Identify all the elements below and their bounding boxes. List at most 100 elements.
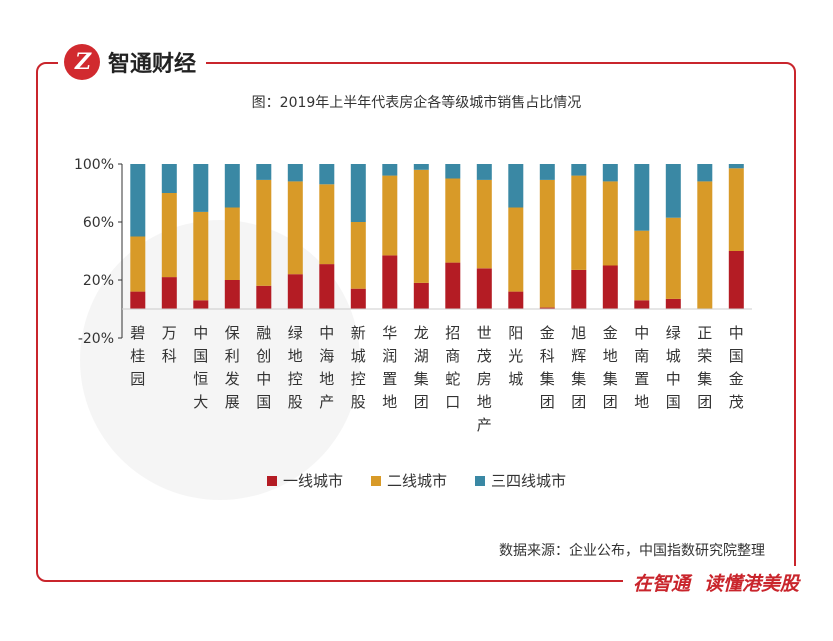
legend-swatch-tier2 [370,475,381,486]
bar-segment-tier2 [287,181,303,275]
bar-segment-tier34 [193,164,209,212]
x-category-label: 招商蛇口 [445,324,460,411]
slogan-part1: 在智通 [632,572,690,595]
chart-title: 图：2019年上半年代表房企各等级城市销售占比情况 [251,95,582,111]
x-category-label: 保利发展 [225,324,240,411]
y-tick-label: 20% [83,273,114,289]
bar-segment-tier1 [602,265,618,309]
bar-segment-tier1 [508,291,524,309]
legend-swatch-tier1 [266,475,277,486]
x-category-label: 金科集团 [540,324,555,411]
x-category-label: 龙湖集团 [414,324,429,411]
x-category-label: 正荣集团 [697,324,712,411]
bar-segment-tier2 [224,207,240,280]
bar-segment-tier1 [413,282,429,309]
chart-legend: 一线城市 二线城市 三四线城市 [0,470,833,491]
bar-segment-tier2 [350,222,366,289]
x-category-label: 新城控股 [351,324,366,411]
legend-label-tier34: 三四线城市 [491,472,567,490]
bar-segment-tier34 [161,164,177,193]
slogan: 在智通 读懂港美股 [622,566,809,598]
y-tick-label: 60% [83,215,114,231]
bar-segment-tier2 [728,168,744,251]
x-category-label: 中南置地 [634,324,649,411]
bar-segment-tier1 [287,274,303,309]
x-category-label: 中海地产 [319,324,334,411]
x-category-label: 中国金茂 [729,324,744,411]
bar-segment-tier1 [634,300,650,309]
bar-segment-tier1 [319,264,335,309]
bar-segment-tier2 [634,230,650,301]
bar-segment-tier2 [602,181,618,266]
x-category-label: 融创中国 [256,324,271,411]
data-source-note: 数据来源：企业公布，中国指数研究院整理 [499,543,765,559]
bar-segment-tier34 [445,164,461,179]
bar-segment-tier1 [728,251,744,309]
slogan-part2: 读懂港美股 [703,572,799,595]
x-category-label: 阳光城 [508,324,523,388]
bar-segment-tier2 [319,184,335,265]
bar-segment-tier34 [413,164,429,170]
y-tick-label: -20% [78,331,114,347]
legend-item-tier2: 二线城市 [370,470,447,491]
x-category-label: 绿地控股 [288,324,303,411]
bar-segment-tier1 [161,277,177,309]
brand-name: 智通财经 [108,52,197,77]
x-category-label: 万科 [162,324,177,365]
bar-segment-tier2 [382,175,398,256]
bar-segment-tier1 [382,255,398,309]
bar-segment-tier2 [665,217,681,299]
bar-segment-tier1 [539,307,555,309]
bar-segment-tier2 [130,236,146,292]
bar-segment-tier34 [476,164,492,180]
legend-item-tier1: 一线城市 [266,470,343,491]
bar-segment-tier2 [476,179,492,269]
x-category-label: 金地集团 [603,324,618,411]
bar-segment-tier1 [130,291,146,309]
bar-segment-tier34 [382,164,398,176]
bar-segment-tier34 [665,164,681,218]
bar-segment-tier1 [193,300,209,309]
bar-segment-tier34 [728,164,744,169]
bar-segment-tier34 [539,164,555,180]
bar-segment-tier34 [571,164,587,176]
bar-segment-tier34 [224,164,240,208]
bar-segment-tier2 [539,179,555,308]
bar-segment-tier2 [697,181,713,309]
bar-segment-tier1 [445,262,461,309]
bar-segment-tier2 [193,211,209,301]
bar-segment-tier2 [508,207,524,292]
x-category-label: 绿城中国 [666,324,681,411]
bar-segment-tier1 [350,288,366,309]
legend-label-tier2: 二线城市 [386,472,447,490]
bar-segment-tier1 [476,268,492,309]
bar-segment-tier2 [413,169,429,283]
bar-segment-tier1 [256,285,272,309]
brand-header: Z 智通财经 [58,40,207,84]
legend-label-tier1: 一线城市 [282,472,343,490]
bar-segment-tier2 [256,179,272,286]
bar-segment-tier34 [634,164,650,231]
bar-segment-tier2 [571,175,587,270]
bar-segment-tier2 [161,193,177,278]
card-frame [36,62,796,582]
bar-segment-tier1 [571,269,587,309]
bar-segment-tier1 [224,280,240,309]
bar-segment-tier34 [697,164,713,182]
bar-segment-tier1 [665,298,681,309]
zhitong-logo-icon: Z [64,44,100,80]
legend-item-tier34: 三四线城市 [475,470,566,491]
bar-segment-tier34 [130,164,146,237]
bar-segment-tier34 [319,164,335,185]
bar-segment-tier34 [602,164,618,182]
x-category-label: 旭辉集团 [571,324,586,411]
bar-segment-tier34 [508,164,524,208]
x-category-label: 碧桂园 [130,324,145,388]
bar-segment-tier34 [287,164,303,182]
y-tick-label: 100% [74,157,114,173]
bar-segment-tier2 [445,178,461,263]
bar-segment-tier34 [256,164,272,180]
x-category-label: 世茂房地产 [477,324,492,434]
legend-swatch-tier34 [475,475,485,486]
